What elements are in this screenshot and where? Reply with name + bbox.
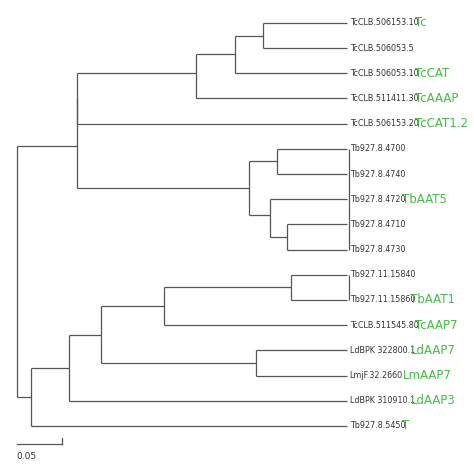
Text: TbAAT1: TbAAT1 (410, 293, 456, 307)
Text: TcCLB.506153.20: TcCLB.506153.20 (350, 119, 419, 128)
Text: Tb927.8.4710: Tb927.8.4710 (350, 220, 405, 229)
Text: 0.05: 0.05 (17, 452, 37, 461)
Text: LdBPK 310910.1: LdBPK 310910.1 (350, 396, 415, 405)
Text: LdAAP7: LdAAP7 (410, 344, 456, 357)
Text: LmAAP7: LmAAP7 (402, 369, 451, 382)
Text: TcCAT1.2: TcCAT1.2 (415, 117, 467, 130)
Text: TcCAT: TcCAT (415, 67, 449, 80)
Text: TcCLB.506053.5: TcCLB.506053.5 (350, 44, 413, 53)
Text: TcCLB.511411.30: TcCLB.511411.30 (350, 94, 418, 103)
Text: Tb927.8.5450: Tb927.8.5450 (350, 421, 405, 430)
Text: TbAAT5: TbAAT5 (402, 193, 447, 206)
Text: Tb927.8.4700: Tb927.8.4700 (350, 145, 405, 154)
Text: TcAAAP: TcAAAP (415, 92, 458, 105)
Text: Tb927.8.4740: Tb927.8.4740 (350, 170, 405, 179)
Text: Tb927.11.15840: Tb927.11.15840 (350, 270, 415, 279)
Text: LdAAP3: LdAAP3 (410, 394, 455, 407)
Text: Tb927.8.4730: Tb927.8.4730 (350, 245, 405, 254)
Text: TcCLB.506153.10: TcCLB.506153.10 (350, 18, 419, 27)
Text: Tb927.11.15860: Tb927.11.15860 (350, 295, 415, 304)
Text: TcCLB.506053.10: TcCLB.506053.10 (350, 69, 419, 78)
Text: TcCLB.511545.80: TcCLB.511545.80 (350, 320, 419, 329)
Text: TcAAP7: TcAAP7 (415, 319, 457, 332)
Text: Tc: Tc (415, 17, 426, 29)
Text: LdBPK 322800.1: LdBPK 322800.1 (350, 346, 415, 355)
Text: T: T (402, 419, 410, 432)
Text: LmjF.32.2660: LmjF.32.2660 (350, 371, 403, 380)
Text: Tb927.8.4720: Tb927.8.4720 (350, 195, 405, 204)
